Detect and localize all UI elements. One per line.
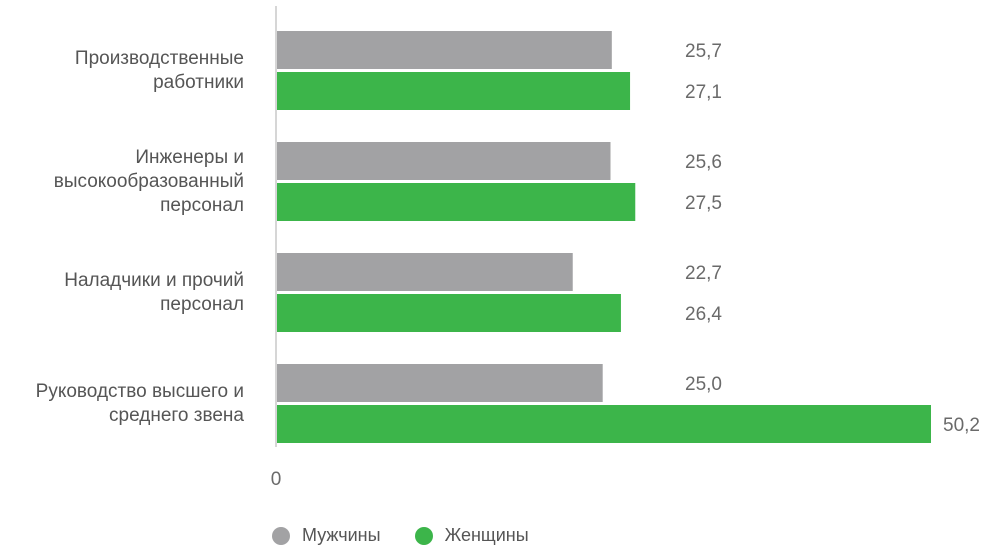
legend-label-women: Женщины [444,525,529,545]
bar-men-1 [277,142,611,180]
category-label-3: Руководство высшего и среднего звена [35,380,244,426]
value-label-women-1: 27,5 [685,193,722,214]
value-label-men-3: 25,0 [685,374,722,395]
bar-men-2 [277,253,573,291]
value-label-men-2: 22,7 [685,263,722,284]
legend-item-men: Мужчины [272,525,381,546]
bars-group [277,31,931,443]
bar-women-3 [277,405,931,443]
value-label-men-1: 25,6 [685,152,722,173]
legend-item-women: Женщины [414,525,529,546]
category-label-0: Производственные работники [74,47,244,93]
bar-women-1 [277,183,636,221]
legend-swatch-women [414,526,433,545]
category-label-2: Наладчики и прочий персонал [64,269,244,315]
value-label-women-2: 26,4 [685,304,722,325]
value-label-women-3: 50,2 [943,415,980,436]
bar-men-0 [277,31,612,69]
value-label-women-0: 27,1 [685,82,722,103]
bar-women-0 [277,72,631,110]
legend-swatch-men [272,526,290,545]
bar-women-2 [277,294,621,332]
value-label-men-0: 25,7 [685,41,722,62]
legend: Мужчины Женщины [272,525,563,546]
x-tick-label: 0 [271,469,282,490]
value-labels-group: 25,7 27,1 25,6 27,5 22,7 26,4 25,0 50,2 [685,41,980,436]
bar-men-3 [277,364,603,402]
legend-label-men: Мужчины [302,525,381,545]
category-label-1: Инженеры и высокообразованный персонал [53,146,244,216]
